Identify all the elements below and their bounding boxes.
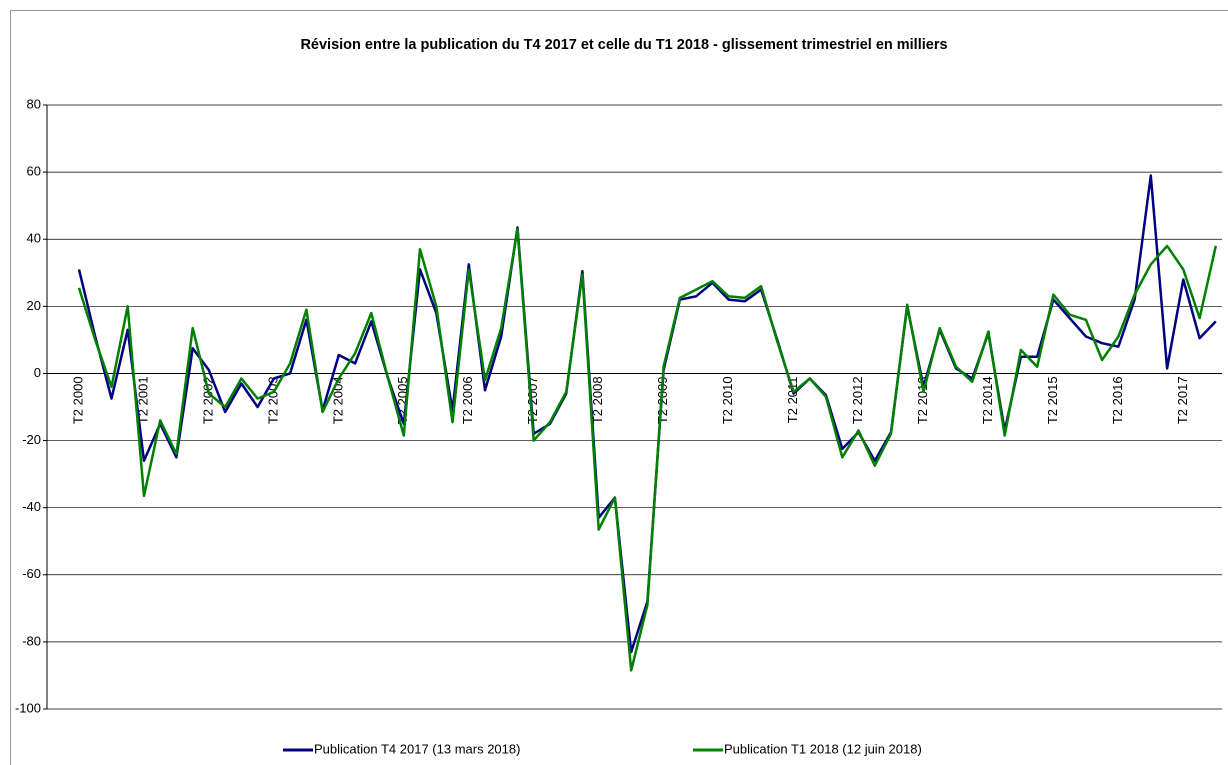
y-tick-label: -100 bbox=[15, 700, 41, 715]
x-tick-label: T2 2000 bbox=[70, 376, 85, 424]
y-tick-label: 80 bbox=[27, 96, 41, 111]
x-tick-label: T2 2002 bbox=[200, 376, 215, 424]
legend-label: Publication T1 2018 (12 juin 2018) bbox=[724, 741, 922, 756]
y-tick-label: -40 bbox=[22, 499, 41, 514]
x-tick-label: T2 2016 bbox=[1110, 376, 1125, 424]
y-tick-label: 20 bbox=[27, 298, 41, 313]
chart-title: Révision entre la publication du T4 2017… bbox=[300, 37, 947, 53]
y-tick-label: -60 bbox=[22, 566, 41, 581]
chart-frame bbox=[10, 10, 1228, 765]
x-tick-label: T2 2011 bbox=[785, 376, 800, 423]
y-tick-label: -20 bbox=[22, 432, 41, 447]
y-tick-label: 0 bbox=[34, 365, 41, 380]
x-tick-label: T2 2014 bbox=[980, 376, 995, 424]
y-tick-label: -80 bbox=[22, 633, 41, 648]
legend-label: Publication T4 2017 (13 mars 2018) bbox=[314, 741, 520, 756]
y-tick-label: 40 bbox=[27, 231, 41, 246]
x-tick-label: T2 2017 bbox=[1175, 376, 1190, 424]
x-tick-label: T2 2010 bbox=[720, 376, 735, 424]
series-line bbox=[77, 227, 1218, 672]
y-tick-label: 60 bbox=[27, 164, 41, 179]
x-tick-label: T2 2004 bbox=[330, 376, 345, 424]
x-tick-label: T2 2013 bbox=[915, 376, 930, 424]
x-tick-label: T2 2006 bbox=[460, 376, 475, 424]
x-tick-label: T2 2008 bbox=[590, 376, 605, 424]
x-tick-label: T2 2012 bbox=[850, 376, 865, 424]
x-tick-label: T2 2015 bbox=[1045, 376, 1060, 424]
